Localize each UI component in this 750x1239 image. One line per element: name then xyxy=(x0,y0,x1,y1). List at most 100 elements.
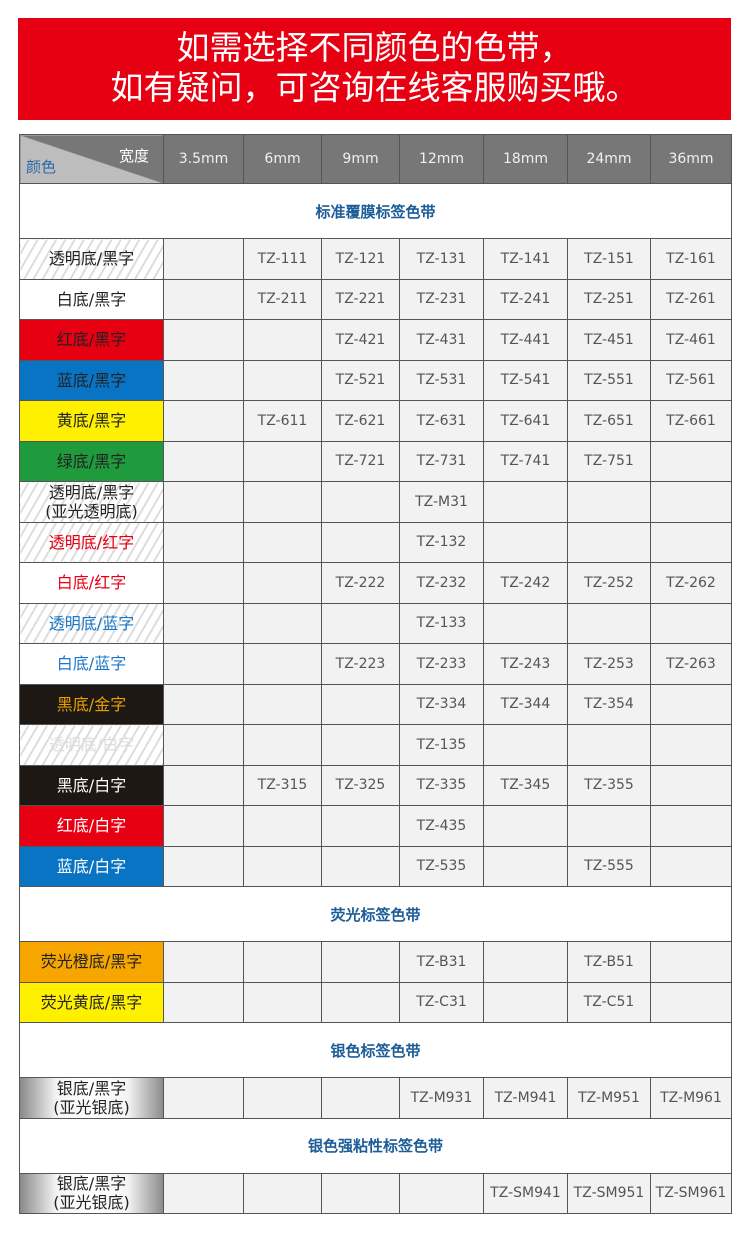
model-cell xyxy=(163,683,244,725)
model-cell xyxy=(243,643,322,685)
model-cell xyxy=(650,764,732,806)
banner-line-1: 如需选择不同颜色的色带， xyxy=(176,28,573,67)
model-cell: TZ-242 xyxy=(483,562,568,604)
table-row: 透明底/黑字 TZ-111 TZ-121 TZ-131 TZ-141 TZ-151 TZ-1… xyxy=(19,238,732,280)
color-label-cell: 黑底/金字 xyxy=(19,683,164,725)
model-cell: TZ-243 xyxy=(483,643,568,685)
model-cell: TZ-631 xyxy=(399,400,484,442)
model-cell: TZ-521 xyxy=(321,359,400,401)
model-cell xyxy=(163,1172,244,1214)
model-cell xyxy=(243,440,322,482)
table-row: 绿底/黑字 TZ-721 TZ-731 TZ-741 TZ-751 xyxy=(19,440,732,482)
section-header: 标准覆膜标签色带 xyxy=(19,183,732,239)
model-cell xyxy=(321,1077,400,1119)
model-cell: TZ-641 xyxy=(483,400,568,442)
model-cell xyxy=(483,521,568,563)
model-cell: TZ-561 xyxy=(650,359,732,401)
model-cell: TZ-233 xyxy=(399,643,484,685)
model-cell xyxy=(650,602,732,644)
model-cell: TZ-M931 xyxy=(399,1077,484,1119)
color-label-cell: 红底/黑字 xyxy=(19,319,164,361)
model-cell xyxy=(243,981,322,1023)
model-cell xyxy=(567,481,651,523)
model-cell: TZ-345 xyxy=(483,764,568,806)
model-cell xyxy=(650,440,732,482)
color-label: 颜色 xyxy=(26,158,57,176)
model-cell: TZ-531 xyxy=(399,359,484,401)
model-cell xyxy=(650,724,732,766)
color-label-cell: 白底/黑字 xyxy=(19,278,164,320)
table-row: 红底/白字 TZ-435 xyxy=(19,805,732,847)
model-cell xyxy=(321,724,400,766)
color-label-cell: 蓝底/黑字 xyxy=(19,359,164,401)
model-cell xyxy=(321,805,400,847)
column-header: 3.5mm xyxy=(163,134,244,184)
table-row: 黑底/金字 TZ-334 TZ-344 TZ-354 xyxy=(19,683,732,725)
model-cell xyxy=(650,481,732,523)
model-cell: TZ-211 xyxy=(243,278,322,320)
table-row: 透明底/红字 TZ-132 xyxy=(19,521,732,563)
model-cell: TZ-611 xyxy=(243,400,322,442)
model-cell: TZ-221 xyxy=(321,278,400,320)
model-cell xyxy=(243,359,322,401)
model-cell: TZ-344 xyxy=(483,683,568,725)
model-cell: TZ-M941 xyxy=(483,1077,568,1119)
model-cell xyxy=(163,521,244,563)
model-cell xyxy=(163,643,244,685)
model-cell: TZ-132 xyxy=(399,521,484,563)
model-cell xyxy=(650,981,732,1023)
section-title: 标准覆膜标签色带 xyxy=(19,183,732,239)
color-label-cell: 透明底/红字 xyxy=(19,521,164,563)
model-cell xyxy=(163,845,244,887)
color-label-cell: 透明底/黑字 xyxy=(19,238,164,280)
table-row: 黄底/黑字 TZ-611 TZ-621 TZ-631 TZ-641 TZ-651 TZ-66… xyxy=(19,400,732,442)
model-cell xyxy=(321,602,400,644)
model-cell xyxy=(243,805,322,847)
model-cell: TZ-C51 xyxy=(567,981,651,1023)
color-label-cell: 荧光黄底/黑字 xyxy=(19,981,164,1023)
model-cell xyxy=(163,562,244,604)
color-label-cell: 白底/红字 xyxy=(19,562,164,604)
column-header: 18mm xyxy=(483,134,568,184)
model-cell xyxy=(321,683,400,725)
model-cell xyxy=(567,805,651,847)
model-cell xyxy=(567,521,651,563)
color-label-cell: 荧光橙底/黑字 xyxy=(19,941,164,983)
model-cell: TZ-431 xyxy=(399,319,484,361)
model-cell xyxy=(163,440,244,482)
model-cell xyxy=(163,400,244,442)
model-cell: TZ-C31 xyxy=(399,981,484,1023)
model-cell: TZ-121 xyxy=(321,238,400,280)
model-cell: TZ-551 xyxy=(567,359,651,401)
model-cell: TZ-651 xyxy=(567,400,651,442)
model-cell: TZ-441 xyxy=(483,319,568,361)
model-cell: TZ-731 xyxy=(399,440,484,482)
model-cell: TZ-325 xyxy=(321,764,400,806)
model-cell: TZ-621 xyxy=(321,400,400,442)
model-cell xyxy=(483,602,568,644)
section-header: 银色标签色带 xyxy=(19,1022,732,1078)
model-cell: TZ-751 xyxy=(567,440,651,482)
model-cell: TZ-135 xyxy=(399,724,484,766)
model-cell: TZ-253 xyxy=(567,643,651,685)
model-cell xyxy=(321,481,400,523)
color-label-cell: 绿底/黑字 xyxy=(19,440,164,482)
table-header: 宽度 颜色 3.5mm 6mm 9mm 12mm 18mm 24mm 36mm xyxy=(19,134,732,184)
model-cell: TZ-SM941 xyxy=(483,1172,568,1214)
model-cell: TZ-721 xyxy=(321,440,400,482)
model-cell xyxy=(163,805,244,847)
model-cell: TZ-435 xyxy=(399,805,484,847)
promo-banner: 如需选择不同颜色的色带， 如有疑问，可咨询在线客服购买哦。 xyxy=(18,18,731,120)
model-cell xyxy=(483,481,568,523)
section-title: 银色强粘性标签色带 xyxy=(19,1117,732,1174)
color-label-cell: 透明底/蓝字 xyxy=(19,602,164,644)
model-cell: TZ-741 xyxy=(483,440,568,482)
model-cell: TZ-535 xyxy=(399,845,484,887)
column-header: 6mm xyxy=(243,134,322,184)
table-row: 银底/黑字 (亚光银底) TZ-M931 TZ-M941 TZ-M951 TZ-M961 xyxy=(19,1077,732,1119)
model-cell xyxy=(483,805,568,847)
table-row: 荧光黄底/黑字 TZ-C31 TZ-C51 xyxy=(19,981,732,1023)
model-cell xyxy=(567,602,651,644)
model-cell: TZ-131 xyxy=(399,238,484,280)
color-label-cell: 透明底/白字 xyxy=(19,724,164,766)
